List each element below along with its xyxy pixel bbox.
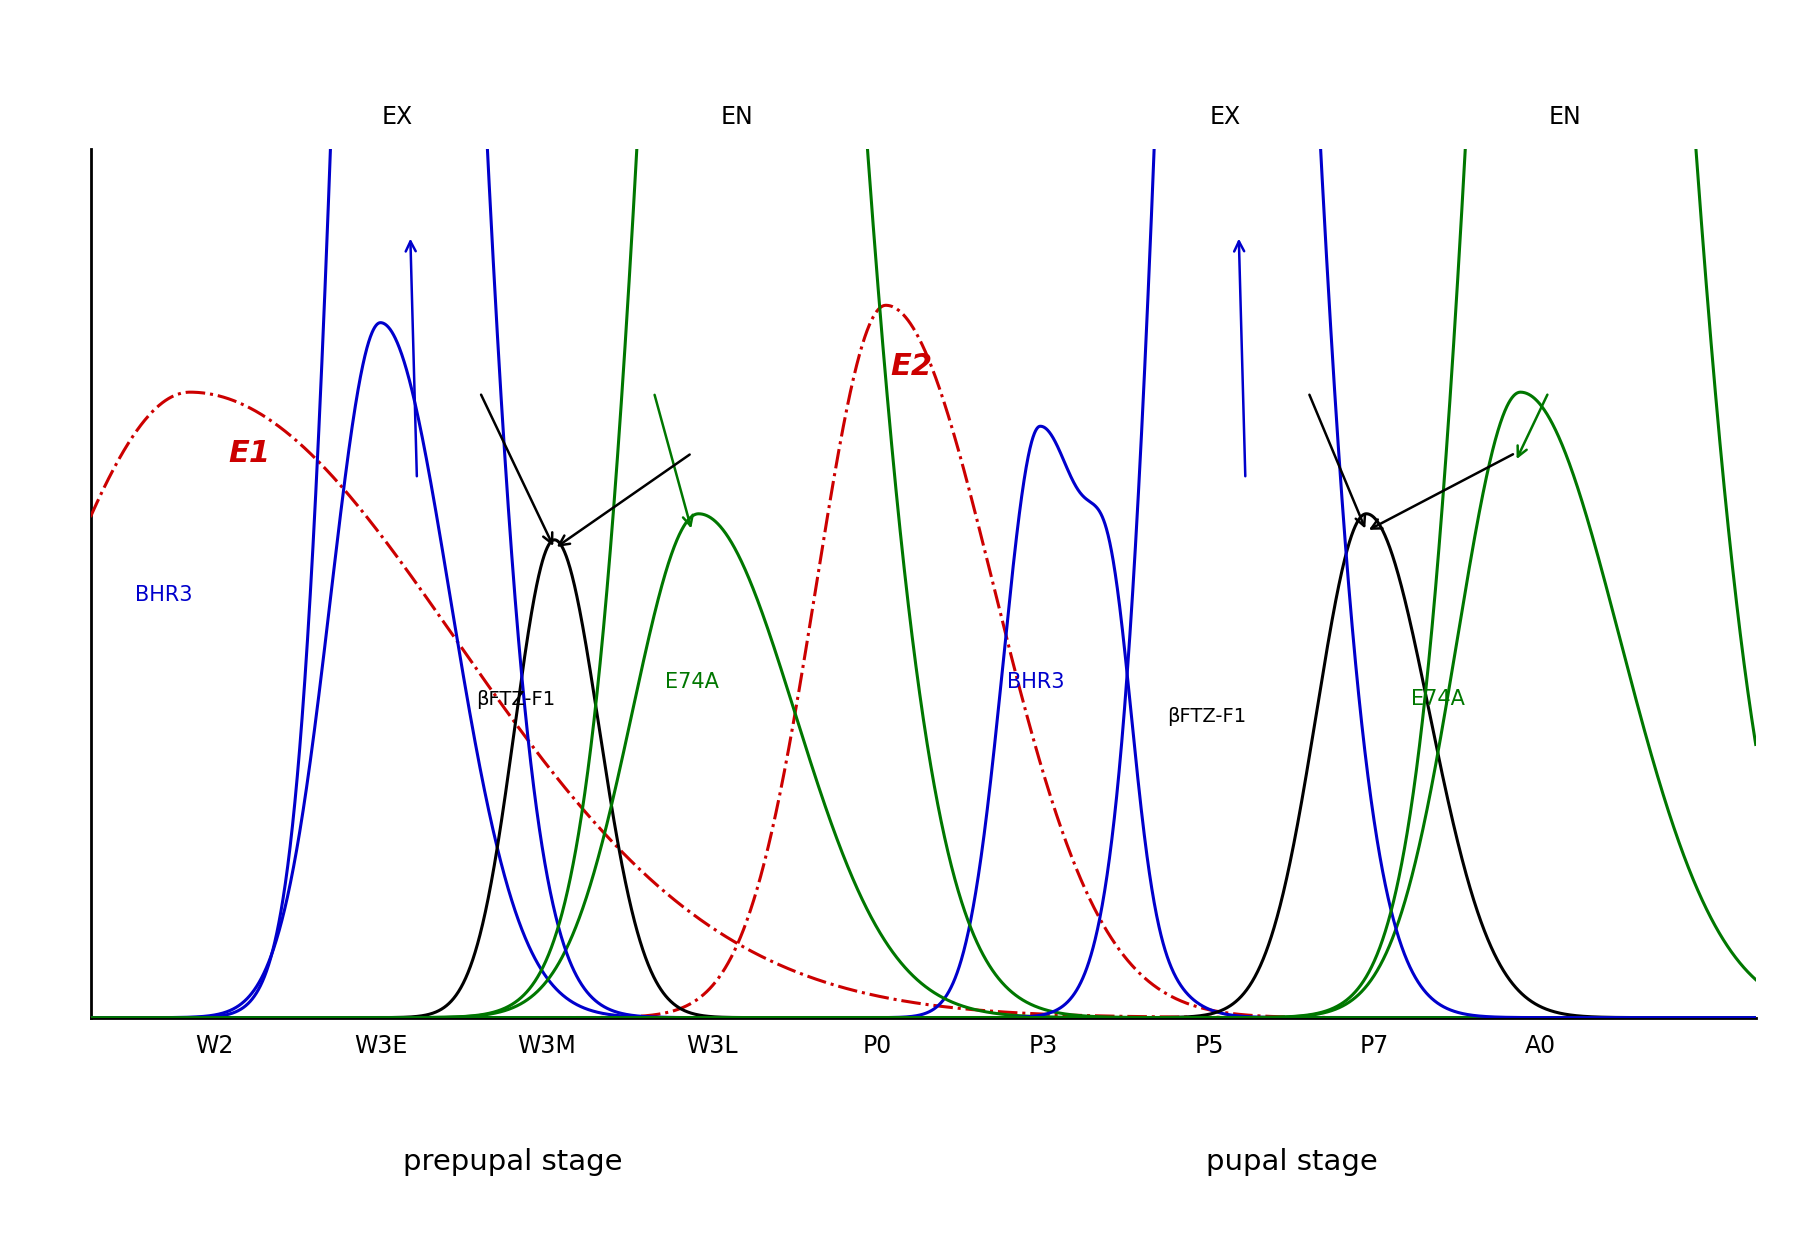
- Text: E74A: E74A: [666, 671, 719, 691]
- Text: E74A: E74A: [1412, 689, 1464, 709]
- Text: βFTZ-F1: βFTZ-F1: [1167, 707, 1247, 726]
- Text: BHR3: BHR3: [1006, 671, 1064, 691]
- Text: BHR3: BHR3: [136, 585, 192, 604]
- Text: EX: EX: [1209, 105, 1242, 129]
- Text: E2: E2: [891, 351, 932, 381]
- Text: EN: EN: [1549, 105, 1582, 129]
- Text: βFTZ-F1: βFTZ-F1: [476, 690, 556, 709]
- Text: E1: E1: [228, 438, 270, 468]
- Text: EX: EX: [382, 105, 413, 129]
- Text: prepupal stage: prepupal stage: [404, 1148, 623, 1175]
- Text: EN: EN: [720, 105, 753, 129]
- Text: pupal stage: pupal stage: [1205, 1148, 1377, 1175]
